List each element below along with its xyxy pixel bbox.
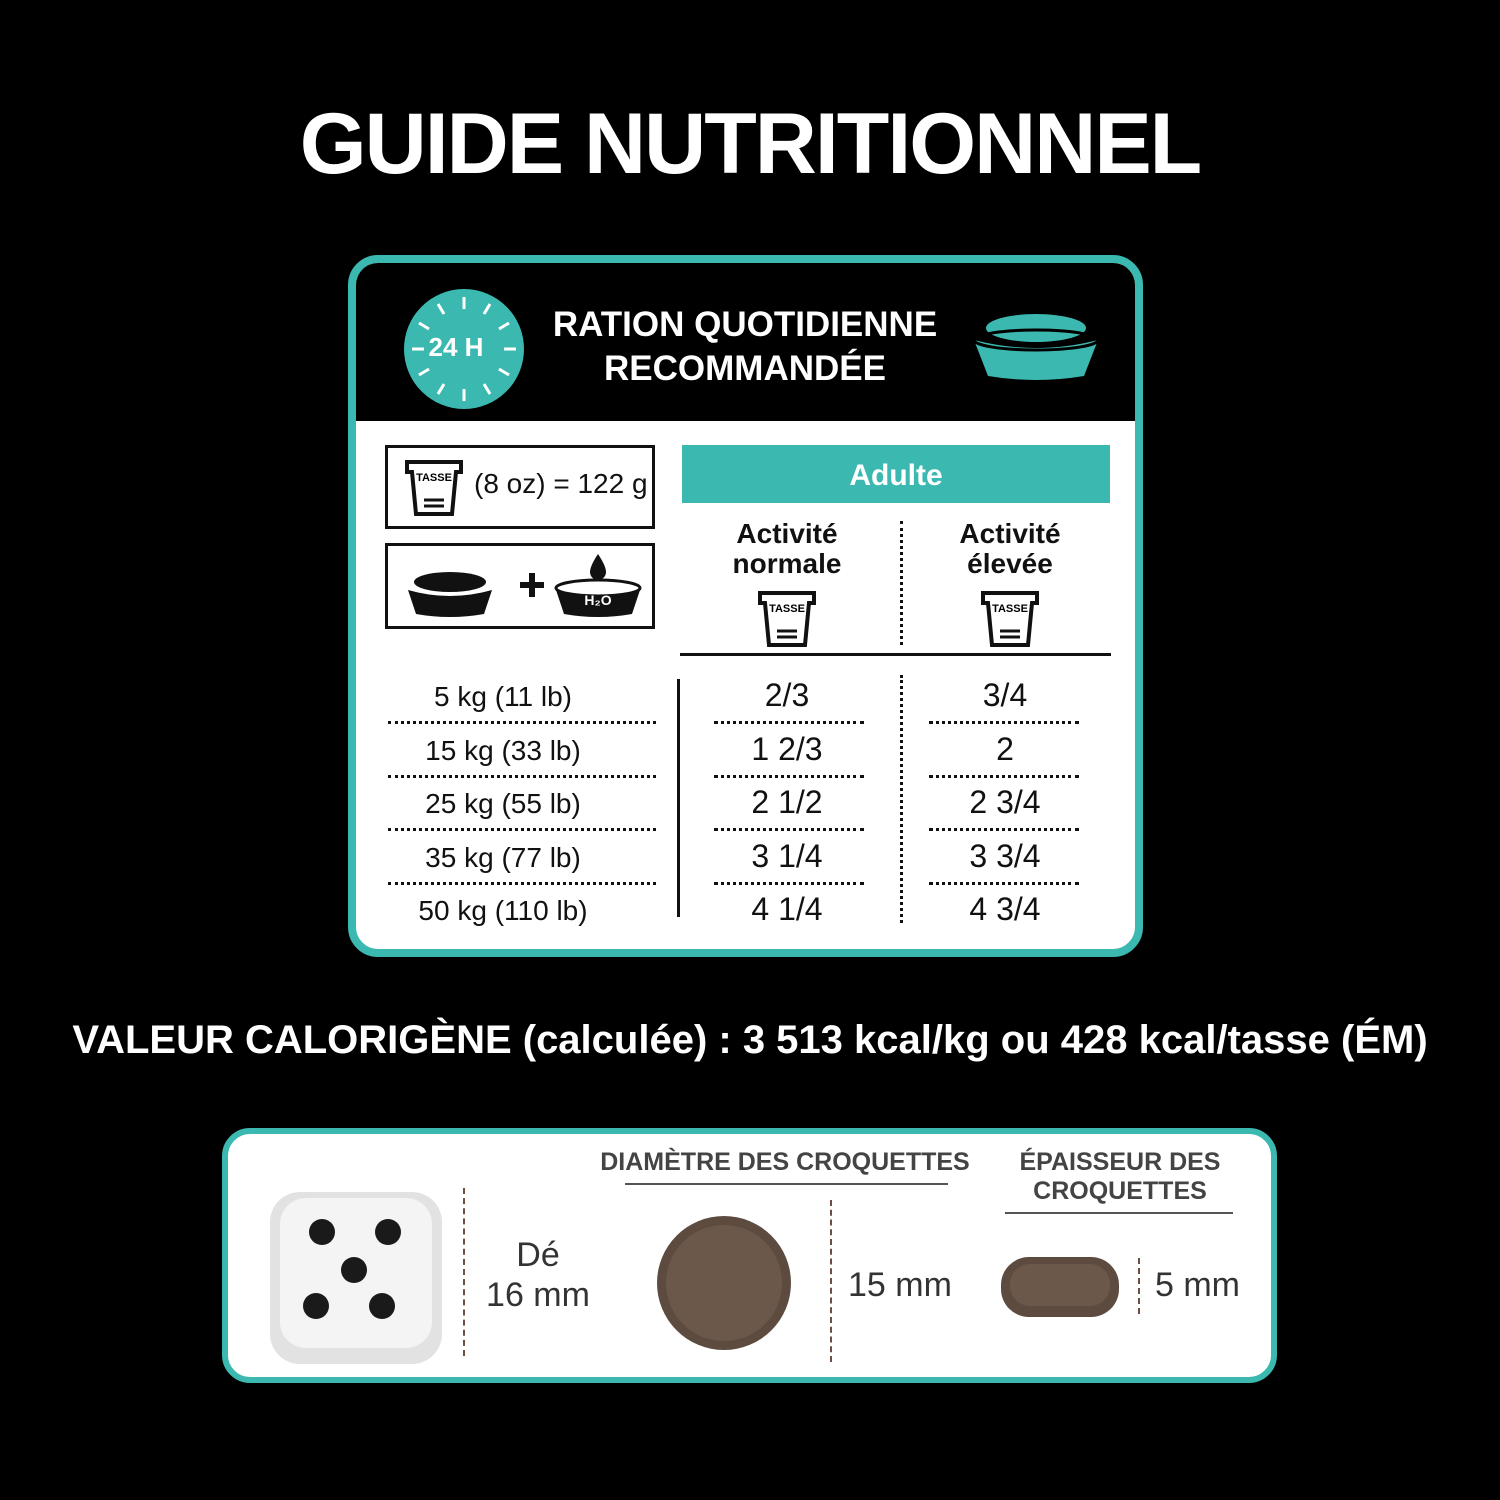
diameter-value: 15 mm — [848, 1266, 952, 1304]
clock-ticks — [412, 297, 516, 401]
high-amount: 3/4 — [982, 677, 1028, 713]
high-amount: 2 3/4 — [969, 784, 1041, 820]
heading-line: RATION QUOTIDIENNE — [552, 305, 938, 344]
cup-label: TASSE — [992, 603, 1028, 615]
column-header: Activité élevée — [959, 519, 1060, 579]
thickness-title: ÉPAISSEUR DES CROQUETTES — [1020, 1148, 1221, 1206]
water-box: H₂O — [385, 543, 655, 629]
kibble-side — [1001, 1257, 1119, 1317]
normal-amount: 2 1/2 — [751, 784, 823, 820]
row-separator — [714, 774, 864, 778]
die-image — [270, 1192, 442, 1364]
normal-amount: 2/3 — [764, 677, 810, 713]
cup-label: TASSE — [769, 603, 805, 615]
row-separator — [714, 828, 864, 831]
column-line: Activité — [736, 518, 838, 549]
thickness-measure — [1138, 1258, 1140, 1314]
kibble-round — [657, 1216, 791, 1350]
row-separator — [714, 881, 864, 885]
clock-icon — [404, 289, 524, 409]
weight: 15 kg (33 lb) — [425, 734, 581, 766]
weight: 25 kg (55 lb) — [425, 788, 581, 819]
row-separator — [388, 774, 656, 778]
row-separator — [714, 721, 864, 724]
calorie-line: VALEUR CALORIGÈNE (calculée) : 3 513 kca… — [72, 1018, 1428, 1062]
weight: 50 kg (110 lb) — [418, 895, 588, 926]
row-divider — [677, 679, 680, 917]
cup-icon — [405, 460, 463, 516]
ration-header: 24 H RATION QUOTIDIENNE RECOMMANDÉE — [356, 263, 1135, 421]
title: GUIDE NUTRITIONNEL — [299, 96, 1202, 192]
water-label: H₂O — [584, 592, 612, 608]
cup-label: TASSE — [416, 472, 452, 484]
sizes-card: Dé 16 mm DIAMÈTRE DES CROQUETTES 15 mm É… — [222, 1128, 1277, 1383]
column-divider — [900, 675, 903, 923]
high-amount: 2 — [996, 730, 1014, 767]
title-line: ÉPAISSEUR DES — [1019, 1148, 1221, 1176]
row-separator — [929, 774, 1079, 778]
row-separator — [929, 881, 1079, 885]
bowl-icon — [972, 314, 1100, 380]
cup-box: TASSE (8 oz) = 122 g — [385, 445, 655, 529]
badge: 24 H — [428, 332, 484, 362]
column-line: Activité — [959, 518, 1061, 549]
cup-measure: (8 oz) = 122 g — [474, 468, 648, 499]
group-label: Adulte — [849, 459, 943, 492]
clock-face — [404, 289, 524, 409]
column-line: élevée — [967, 548, 1053, 579]
normal-amount: 4 1/4 — [751, 891, 823, 927]
row-separator — [929, 828, 1079, 831]
diameter-measure — [830, 1200, 832, 1362]
food-water-icon — [408, 554, 642, 617]
header-rule — [680, 653, 1111, 656]
high-amount: 3 3/4 — [969, 837, 1041, 874]
title-line: CROQUETTES — [1033, 1177, 1207, 1205]
high-amount: 4 3/4 — [969, 891, 1041, 927]
row-separator — [388, 721, 656, 724]
title-rule — [1005, 1212, 1233, 1214]
die-measure — [463, 1188, 465, 1356]
cup-icon — [758, 591, 816, 647]
heading-line: RECOMMANDÉE — [604, 349, 886, 388]
cup-icon — [981, 591, 1039, 647]
normal-amount: 3 1/4 — [751, 837, 823, 874]
column-divider — [900, 521, 903, 645]
weight: 5 kg (11 lb) — [434, 681, 572, 712]
diameter-title: DIAMÈTRE DES CROQUETTES — [600, 1148, 970, 1176]
die-label: Dé — [516, 1236, 560, 1274]
row-separator — [388, 881, 656, 885]
group-bar — [682, 445, 1110, 503]
normal-amount: 1 2/3 — [751, 730, 823, 767]
row-separator — [388, 828, 656, 831]
ration-card: 24 H RATION QUOTIDIENNE RECOMMANDÉE TASS… — [348, 255, 1143, 957]
die-label: 16 mm — [486, 1276, 590, 1314]
column-header: Activité normale — [733, 519, 842, 579]
thickness-value: 5 mm — [1155, 1266, 1240, 1304]
title-rule — [625, 1183, 948, 1185]
column-line: normale — [732, 548, 842, 579]
weight: 35 kg (77 lb) — [425, 841, 581, 873]
row-separator — [929, 721, 1079, 724]
